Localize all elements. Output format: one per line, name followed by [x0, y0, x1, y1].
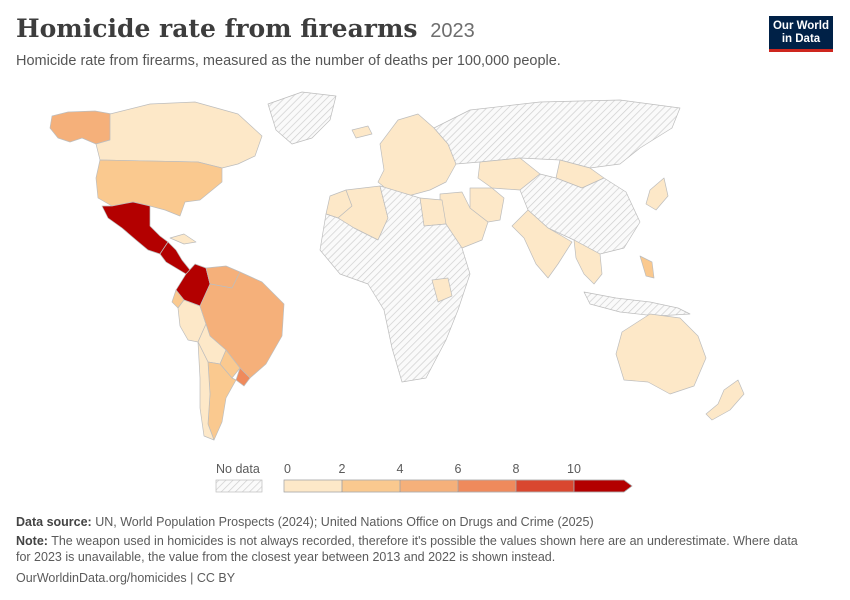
owid-logo[interactable]: Our World in Data [769, 16, 833, 52]
logo-line-2: in Data [781, 33, 821, 45]
world-map [49, 91, 745, 441]
note-line-1: The weapon used in homicides is not alwa… [51, 534, 798, 548]
legend-bin-4[interactable] [515, 479, 575, 493]
note-label: Note: [16, 534, 48, 548]
logo-line-1: Our World [772, 20, 829, 32]
legend-tick-label: 4 [397, 462, 404, 476]
region-india[interactable] [511, 209, 573, 279]
region-mexico[interactable] [101, 201, 169, 255]
region-europe[interactable] [377, 113, 457, 197]
footer-url[interactable]: OurWorldinData.org/homicides | CC BY [16, 570, 235, 586]
legend-tick-label: 6 [455, 462, 462, 476]
region-uruguay[interactable] [235, 367, 251, 387]
region-southeast-asia[interactable] [573, 239, 603, 285]
legend-bin-5[interactable] [573, 479, 633, 493]
title-year: 2023 [430, 20, 475, 42]
region-cuba[interactable] [169, 233, 197, 245]
region-russia[interactable] [433, 99, 681, 169]
legend-no-data-swatch [215, 479, 263, 493]
region-kenya[interactable] [431, 277, 453, 303]
legend-bin-0[interactable] [283, 479, 343, 493]
logo-accent-bar [769, 49, 833, 52]
region-iceland[interactable] [351, 125, 373, 139]
title-text: Homicide rate from firearms [16, 14, 418, 43]
footer-source: Data source: UN, World Population Prospe… [16, 514, 594, 530]
region-central-america[interactable] [159, 241, 191, 275]
source-text: UN, World Population Prospects (2024); U… [95, 515, 594, 529]
chart-title: Homicide rate from firearms 2023 [16, 14, 475, 43]
region-philippines[interactable] [639, 255, 655, 279]
region-australia[interactable] [615, 313, 707, 395]
footer-note: Note: The weapon used in homicides is no… [16, 533, 798, 565]
region-new-zealand[interactable] [705, 379, 745, 421]
region-egypt[interactable] [419, 197, 447, 227]
region-indonesia[interactable] [583, 291, 691, 317]
legend-bin-2[interactable] [399, 479, 459, 493]
region-chile[interactable] [197, 341, 215, 441]
footer-link[interactable]: OurWorldinData.org/homicides | CC BY [16, 571, 236, 585]
legend-scale-outline [283, 479, 633, 493]
legend-tick-label: 2 [339, 462, 346, 476]
region-canada[interactable] [95, 101, 263, 169]
region-africa[interactable] [319, 185, 471, 383]
region-united-states[interactable] [95, 159, 223, 217]
region-alaska[interactable] [49, 110, 113, 145]
legend-tick-label: 0 [284, 462, 291, 476]
legend-tick-label: 8 [513, 462, 520, 476]
region-japan[interactable] [645, 177, 669, 211]
legend-tick-label: 10 [567, 462, 581, 476]
source-label: Data source: [16, 515, 92, 529]
legend-bin-3[interactable] [457, 479, 517, 493]
legend-no-data-label: No data [216, 462, 260, 476]
note-line-2: for 2023 is unavailable, the value from … [16, 550, 556, 564]
map-legend: No data 0 2 4 6 8 10 [215, 462, 633, 493]
legend-bin-1[interactable] [341, 479, 401, 493]
region-iran[interactable] [469, 187, 505, 223]
chart-subtitle: Homicide rate from firearms, measured as… [16, 53, 561, 69]
region-greenland[interactable] [267, 91, 337, 145]
